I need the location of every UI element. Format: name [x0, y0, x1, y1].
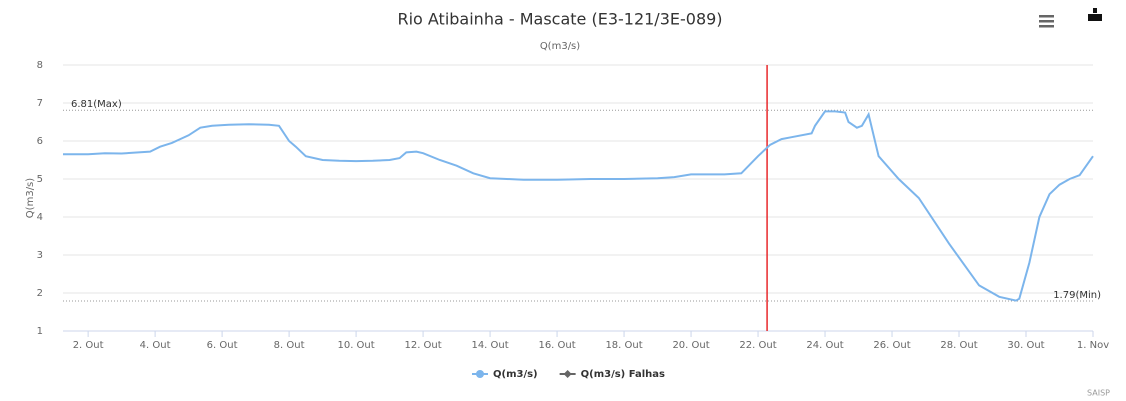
series-line — [63, 110, 1094, 302]
menu-button[interactable] — [1039, 15, 1054, 28]
x-tick-label: 18. Out — [605, 340, 642, 351]
x-tick-label: 16. Out — [538, 340, 575, 351]
legend-label: Q(m3/s) — [493, 369, 538, 380]
y-tick-label: 2 — [37, 288, 43, 299]
legend-marker — [563, 370, 572, 378]
x-tick-label: 22. Out — [739, 340, 776, 351]
reference-label: 6.81(Max) — [71, 99, 122, 110]
reference-label: 1.79(Min) — [1053, 290, 1101, 301]
chart-subtitle: Q(m3/s) — [540, 41, 580, 52]
download-icon — [1088, 8, 1102, 21]
y-tick-label: 6 — [37, 136, 43, 147]
x-tick-label: 24. Out — [806, 340, 843, 351]
x-tick-label: 10. Out — [337, 340, 374, 351]
x-tick-label: 12. Out — [404, 340, 441, 351]
legend-marker — [476, 370, 484, 378]
x-tick-label: 8. Out — [274, 340, 305, 351]
y-axis-title: Q(m3/s) — [25, 178, 36, 218]
credits: SAISP — [1087, 389, 1110, 398]
y-tick-label: 3 — [37, 250, 43, 261]
menu-bar — [1039, 25, 1054, 28]
x-tick-label: 4. Out — [140, 340, 171, 351]
x-tick-label: 28. Out — [940, 340, 977, 351]
legend-label: Q(m3/s) Falhas — [581, 369, 665, 380]
y-tick-label: 8 — [37, 60, 43, 71]
download-button[interactable] — [1088, 8, 1102, 21]
menu-bar — [1039, 15, 1054, 18]
x-tick-label: 30. Out — [1007, 340, 1044, 351]
y-tick-label: 4 — [37, 212, 43, 223]
x-tick-label: 26. Out — [873, 340, 910, 351]
y-tick-label: 5 — [37, 174, 43, 185]
x-tick-label: 1. Nov — [1077, 340, 1109, 351]
x-tick-label: 6. Out — [207, 340, 238, 351]
chart-title: Rio Atibainha - Mascate (E3-121/3E-089) — [397, 10, 722, 29]
y-tick-label: 1 — [37, 326, 43, 337]
x-tick-label: 2. Out — [73, 340, 104, 351]
menu-bar — [1039, 20, 1054, 23]
x-tick-label: 20. Out — [672, 340, 709, 351]
x-tick-label: 14. Out — [471, 340, 508, 351]
y-tick-label: 7 — [37, 98, 43, 109]
